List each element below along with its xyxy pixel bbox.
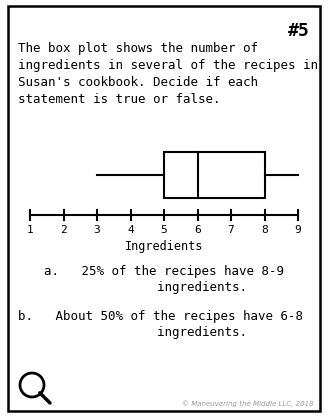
Text: b.   About 50% of the recipes have 6-8: b. About 50% of the recipes have 6-8 xyxy=(18,310,303,323)
Bar xyxy=(164,152,264,198)
Circle shape xyxy=(20,373,44,397)
Text: © Maneuvering the Middle LLC, 2018: © Maneuvering the Middle LLC, 2018 xyxy=(182,400,314,407)
Text: ingredients.: ingredients. xyxy=(81,281,247,294)
Text: a.   25% of the recipes have 8-9: a. 25% of the recipes have 8-9 xyxy=(44,265,284,278)
Text: #5: #5 xyxy=(288,22,310,40)
Text: 6: 6 xyxy=(194,225,201,235)
Text: Ingredients: Ingredients xyxy=(125,240,203,253)
Text: 1: 1 xyxy=(27,225,33,235)
Text: 9: 9 xyxy=(295,225,301,235)
Text: ingredients in several of the recipes in: ingredients in several of the recipes in xyxy=(18,59,318,72)
Text: 4: 4 xyxy=(127,225,134,235)
Text: The box plot shows the number of: The box plot shows the number of xyxy=(18,42,258,55)
Text: 3: 3 xyxy=(93,225,100,235)
Text: Susan's cookbook. Decide if each: Susan's cookbook. Decide if each xyxy=(18,76,258,89)
Text: ingredients.: ingredients. xyxy=(81,326,247,339)
Text: 5: 5 xyxy=(161,225,167,235)
Text: 2: 2 xyxy=(60,225,67,235)
Text: 8: 8 xyxy=(261,225,268,235)
Text: 7: 7 xyxy=(228,225,235,235)
Text: statement is true or false.: statement is true or false. xyxy=(18,93,220,106)
